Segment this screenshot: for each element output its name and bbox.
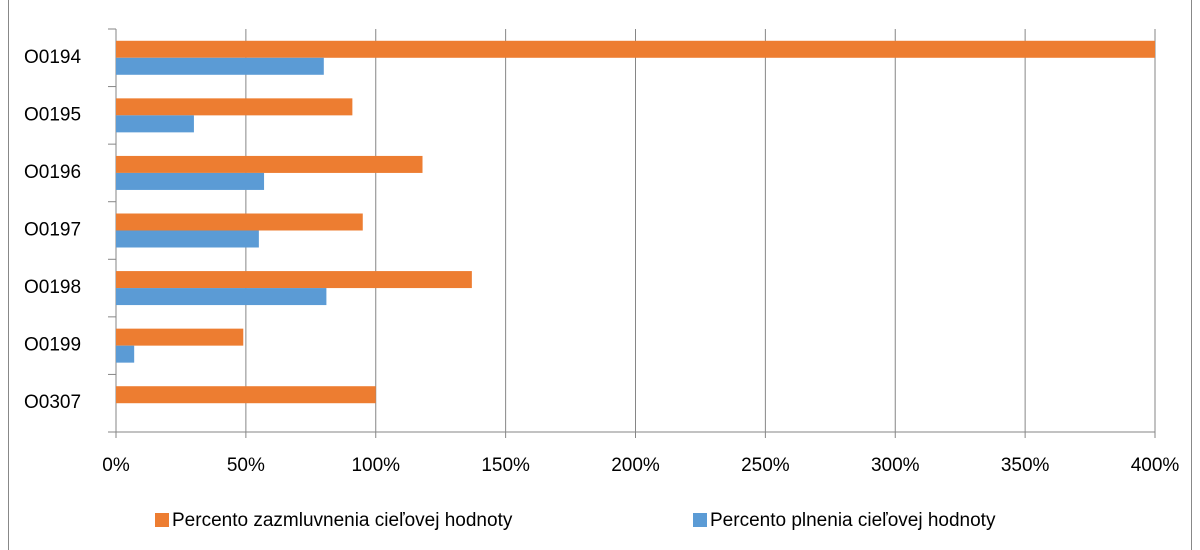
legend-label: Percento zazmluvnenia cieľovej hodnoty bbox=[172, 510, 513, 531]
bar bbox=[116, 328, 244, 346]
bar bbox=[116, 172, 265, 190]
bar bbox=[116, 288, 327, 306]
bar bbox=[116, 386, 376, 404]
y-tick-label: O0197 bbox=[24, 220, 81, 241]
x-tick-label: 0% bbox=[102, 455, 130, 476]
bar bbox=[116, 230, 259, 248]
legend-swatch bbox=[155, 513, 169, 527]
x-tick-label: 250% bbox=[741, 455, 790, 476]
x-tick-label: 200% bbox=[611, 455, 660, 476]
bar bbox=[116, 213, 363, 231]
x-tick-label: 150% bbox=[481, 455, 530, 476]
y-tick-label: O0199 bbox=[24, 335, 81, 356]
x-tick-label: 400% bbox=[1131, 455, 1180, 476]
chart-border bbox=[8, 0, 1192, 550]
x-tick-label: 50% bbox=[227, 455, 265, 476]
y-tick-label: O0307 bbox=[24, 392, 81, 413]
x-tick-label: 350% bbox=[1001, 455, 1050, 476]
bar bbox=[116, 115, 194, 133]
bar bbox=[116, 98, 353, 116]
bar bbox=[116, 345, 135, 363]
bar bbox=[116, 155, 423, 173]
bar bbox=[116, 40, 1155, 58]
x-tick-label: 300% bbox=[871, 455, 920, 476]
y-tick-label: O0194 bbox=[24, 47, 81, 68]
y-tick-label: O0198 bbox=[24, 277, 81, 298]
y-tick-label: O0196 bbox=[24, 162, 81, 183]
y-tick-label: O0195 bbox=[24, 104, 81, 125]
legend-swatch bbox=[693, 513, 707, 527]
x-tick-label: 100% bbox=[351, 455, 400, 476]
bar bbox=[116, 57, 324, 75]
bar bbox=[116, 271, 472, 289]
legend-label: Percento plnenia cieľovej hodnoty bbox=[710, 510, 996, 531]
